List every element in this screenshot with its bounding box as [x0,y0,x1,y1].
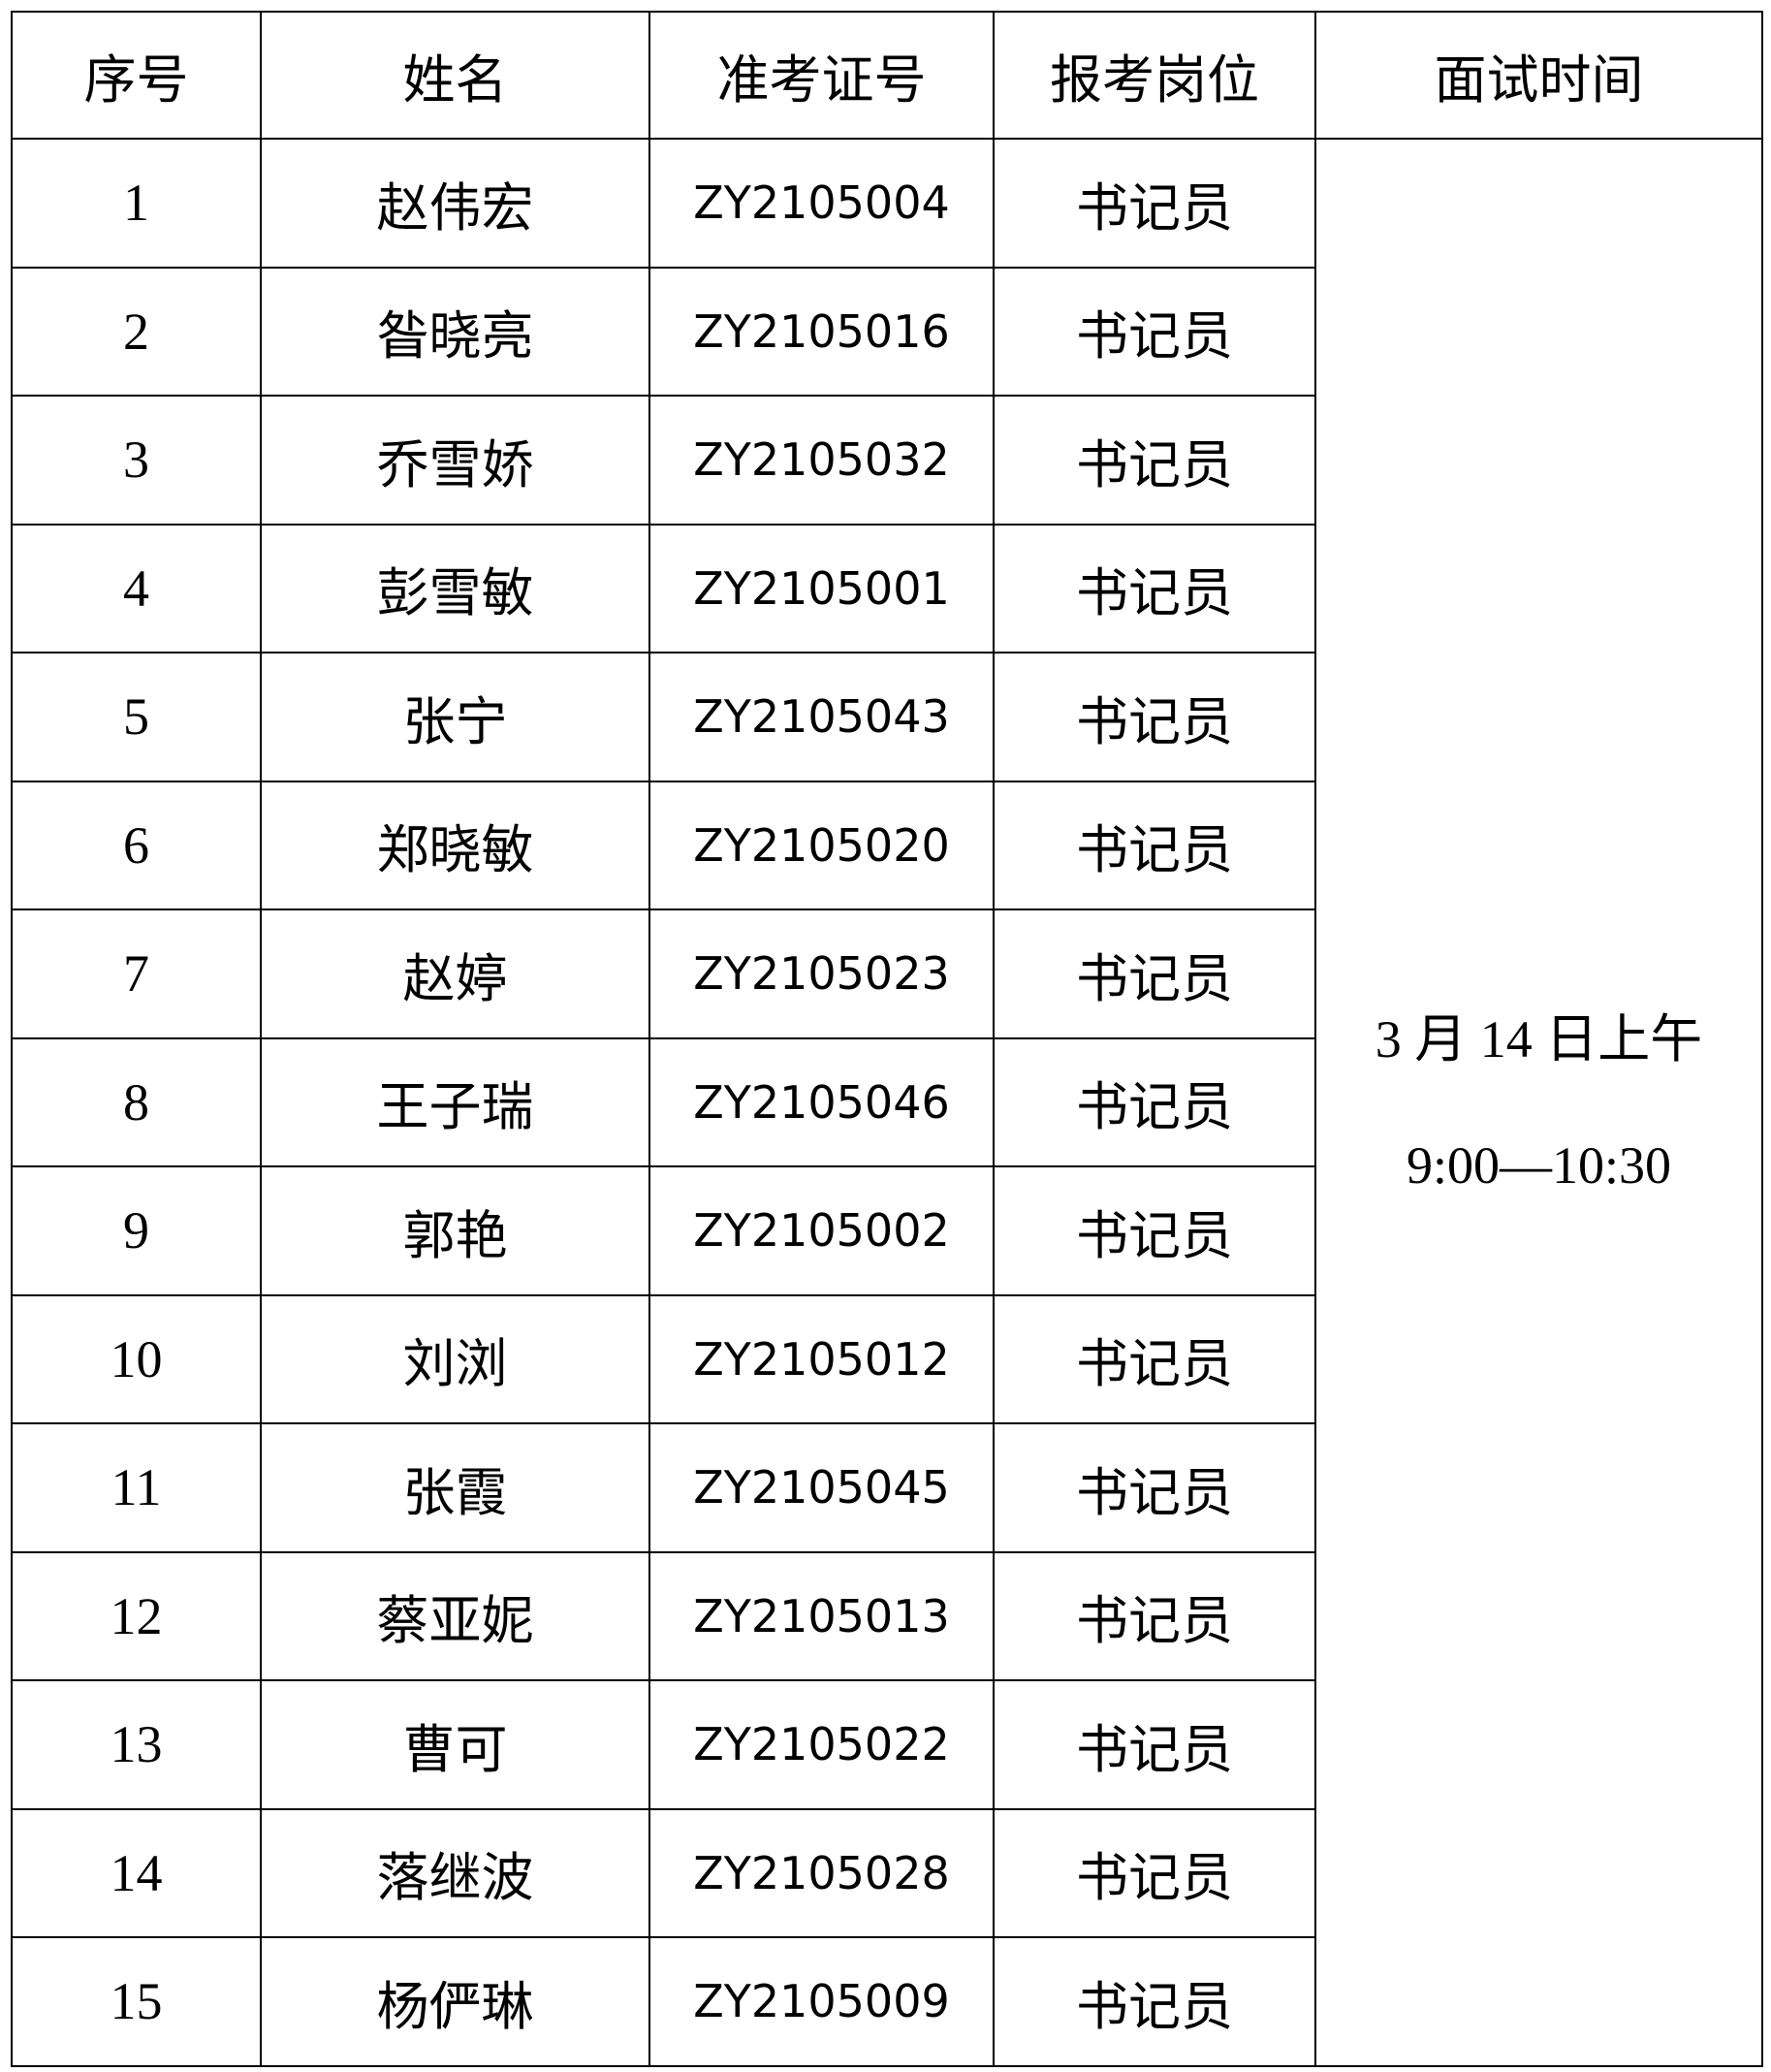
table-row: 12 蔡亚妮 ZY2105013 书记员 [11,1550,1762,1681]
position: 书记员 [993,1293,1316,1424]
position: 书记员 [993,138,1316,269]
table-row: 9 郭艳 ZY2105002 书记员 [11,1165,1762,1296]
position: 书记员 [993,1936,1316,2067]
exam-id: ZY2105028 [648,1807,995,1938]
exam-id: ZY2105045 [648,1422,995,1553]
table-row: 10 刘浏 ZY2105012 书记员 [11,1293,1762,1424]
row-number: 8 [11,1036,262,1167]
candidate-name: 落继波 [260,1807,650,1938]
position: 书记员 [993,1550,1316,1681]
exam-id: ZY2105032 [648,395,995,526]
position: 书记员 [993,1679,1316,1810]
exam-id: ZY2105012 [648,1293,995,1424]
position: 书记员 [993,523,1316,653]
candidate-name: 乔雪娇 [260,395,650,526]
position: 书记员 [993,266,1316,397]
exam-id: ZY2105020 [648,780,995,910]
table-row: 11 张霞 ZY2105045 书记员 [11,1422,1762,1553]
exam-id: ZY2105046 [648,1036,995,1167]
row-number: 10 [11,1293,262,1424]
row-number: 13 [11,1679,262,1810]
position: 书记员 [993,652,1316,782]
table-row: 13 曹可 ZY2105022 书记员 [11,1679,1762,1810]
candidate-name: 张宁 [260,652,650,782]
row-number: 9 [11,1165,262,1296]
candidate-name: 刘浏 [260,1293,650,1424]
position: 书记员 [993,1036,1316,1167]
candidate-name: 赵婷 [260,908,650,1039]
table-row: 1 赵伟宏 ZY2105004 书记员 3 月 14 日上午 9:00—10:30 [11,138,1763,2067]
candidate-name: 赵伟宏 [260,138,650,269]
exam-id: ZY2105013 [648,1550,995,1681]
table-row: 7 赵婷 ZY2105023 书记员 [11,908,1762,1039]
row-number: 1 [11,138,262,269]
table-row: 4 彭雪敏 ZY2105001 书记员 [11,523,1762,653]
row-number: 3 [11,395,262,526]
table-row: 15 杨俨琳 ZY2105009 书记员 [11,1936,1762,2067]
row-number: 6 [11,780,262,910]
exam-id: ZY2105009 [648,1936,995,2067]
candidate-name: 郑晓敏 [260,780,650,910]
row-number: 12 [11,1550,262,1681]
interview-date: 3 月 14 日上午 [1375,1009,1703,1068]
table-row: 3 乔雪娇 ZY2105032 书记员 [11,395,1762,526]
table-row: 14 落继波 ZY2105028 书记员 [11,1807,1762,1938]
row-number: 11 [11,1422,262,1553]
table-row: 8 王子瑞 ZY2105046 书记员 [11,1036,1762,1167]
row-number: 5 [11,652,262,782]
candidate-name: 蔡亚妮 [260,1550,650,1681]
row-number: 14 [11,1807,262,1938]
candidate-name: 彭雪敏 [260,523,650,653]
row-number: 7 [11,908,262,1039]
candidate-name: 曹可 [260,1679,650,1810]
exam-id: ZY2105043 [648,652,995,782]
candidate-name: 王子瑞 [260,1036,650,1167]
candidate-name: 郭艳 [260,1165,650,1296]
row-number: 4 [11,523,262,653]
exam-id: ZY2105023 [648,908,995,1039]
exam-id: ZY2105001 [648,523,995,653]
position: 书记员 [993,1422,1316,1553]
header-position: 报考岗位 [993,11,1316,140]
table-row: 5 张宁 ZY2105043 书记员 [11,652,1762,782]
header-name: 姓名 [260,11,650,140]
row-number: 15 [11,1936,262,2067]
position: 书记员 [993,395,1316,526]
header-exam-id: 准考证号 [648,11,995,140]
position: 书记员 [993,1807,1316,1938]
position: 书记员 [993,780,1316,910]
candidate-name: 杨俨琳 [260,1936,650,2067]
position: 书记员 [993,908,1316,1039]
interview-time-cell: 3 月 14 日上午 9:00—10:30 [1314,138,1763,2067]
exam-id: ZY2105022 [648,1679,995,1810]
header-row: 序号 姓名 准考证号 报考岗位 面试时间 [11,11,1763,140]
header-interview-time: 面试时间 [1314,11,1763,140]
table-row: 2 昝晓亮 ZY2105016 书记员 [11,266,1762,397]
exam-id: ZY2105004 [648,138,995,269]
exam-id: ZY2105002 [648,1165,995,1296]
candidate-name: 张霞 [260,1422,650,1553]
interview-schedule-table: 序号 姓名 准考证号 报考岗位 面试时间 1 赵伟宏 ZY2105004 书记员 3 月… [11,11,1763,2067]
header-no: 序号 [11,11,262,140]
interview-time-range: 9:00—10:30 [1406,1135,1671,1195]
row-number: 2 [11,266,262,397]
candidate-name: 昝晓亮 [260,266,650,397]
position: 书记员 [993,1165,1316,1296]
table-row: 6 郑晓敏 ZY2105020 书记员 [11,780,1762,910]
exam-id: ZY2105016 [648,266,995,397]
